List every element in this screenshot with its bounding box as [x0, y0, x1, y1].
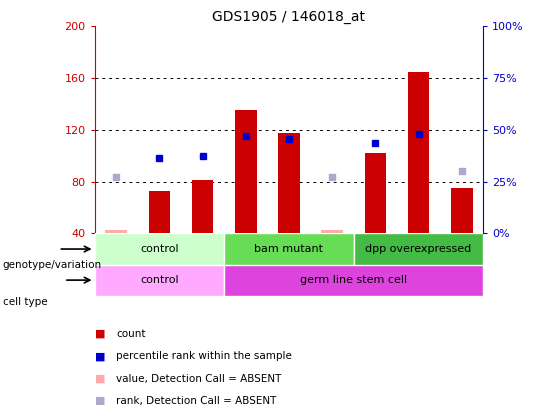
Bar	[278, 132, 300, 234]
Bar	[224, 264, 483, 296]
Text: control: control	[140, 275, 179, 285]
Text: value, Detection Call = ABSENT: value, Detection Call = ABSENT	[116, 374, 281, 384]
Text: rank, Detection Call = ABSENT: rank, Detection Call = ABSENT	[116, 396, 276, 405]
Bar	[94, 234, 224, 264]
Text: dpp overexpressed: dpp overexpressed	[366, 244, 471, 254]
Text: ■: ■	[94, 352, 105, 361]
Text: percentile rank within the sample: percentile rank within the sample	[116, 352, 292, 361]
Bar	[105, 230, 127, 234]
Text: ■: ■	[94, 329, 105, 339]
Bar	[235, 111, 256, 234]
Text: bam mutant: bam mutant	[254, 244, 323, 254]
Text: ■: ■	[94, 396, 105, 405]
Text: cell type: cell type	[3, 297, 48, 307]
Bar	[321, 230, 343, 234]
Bar	[451, 188, 472, 234]
Bar	[94, 264, 224, 296]
Bar	[408, 72, 429, 234]
Bar	[148, 191, 170, 234]
Bar	[192, 180, 213, 234]
Text: control: control	[140, 244, 179, 254]
Text: genotype/variation: genotype/variation	[3, 260, 102, 270]
Text: germ line stem cell: germ line stem cell	[300, 275, 407, 285]
Text: count: count	[116, 329, 146, 339]
Bar	[354, 234, 483, 264]
Bar	[364, 153, 386, 234]
Text: ■: ■	[94, 374, 105, 384]
Bar	[224, 234, 354, 264]
Title: GDS1905 / 146018_at: GDS1905 / 146018_at	[212, 10, 366, 24]
